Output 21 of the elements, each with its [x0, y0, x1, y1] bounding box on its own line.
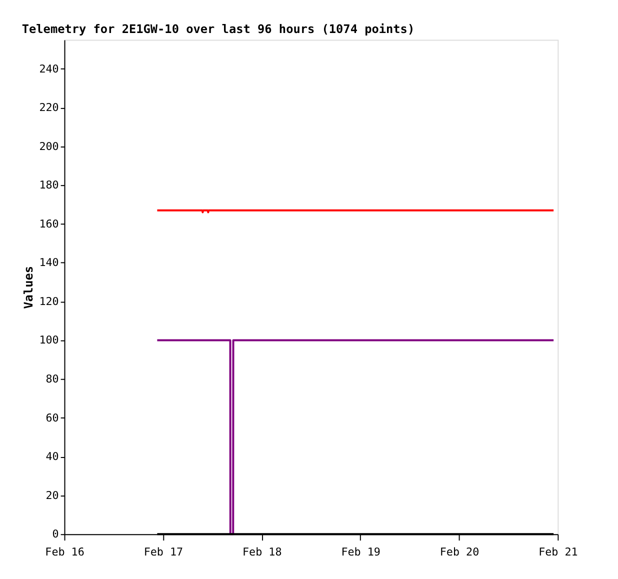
y-tick-label: 80: [46, 372, 59, 386]
y-tick-label: 20: [46, 488, 59, 502]
x-tick-label: Feb 18: [242, 545, 282, 558]
x-tick-label: Feb 21: [538, 545, 578, 558]
x-tick-label: Feb 19: [341, 545, 380, 558]
y-tick-label: 240: [39, 62, 59, 76]
x-tick-label: Feb 16: [45, 545, 84, 558]
x-tick-label: Feb 17: [144, 545, 184, 558]
chart-title: Telemetry for 2E1GW-10 over last 96 hours (1074 points): [22, 22, 415, 36]
y-tick-label: 100: [39, 334, 59, 347]
y-tick-label: 160: [39, 217, 59, 230]
y-tick-label: 40: [46, 450, 59, 464]
y-tick-label: 180: [39, 178, 59, 192]
x-tick-label: Feb 20: [440, 545, 480, 558]
y-tick-label: 140: [39, 256, 59, 270]
y-tick-label: 200: [39, 140, 59, 153]
y-tick-label: 120: [39, 294, 59, 308]
y-tick-label: 220: [39, 101, 59, 114]
y-tick-label: 0: [52, 528, 59, 541]
y-tick-label: 60: [46, 411, 59, 424]
y-axis-title: Values: [21, 266, 36, 309]
